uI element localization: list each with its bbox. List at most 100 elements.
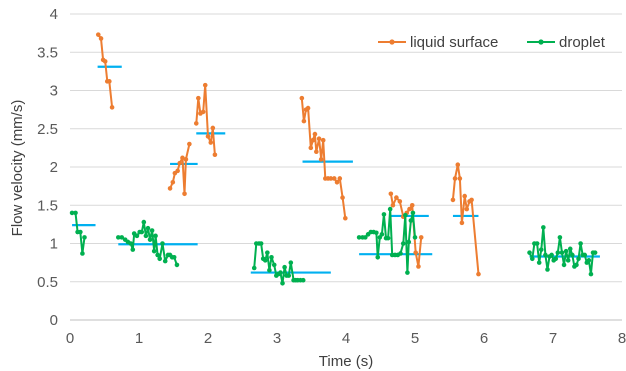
data-point-liquid-surface	[418, 235, 424, 240]
data-point-droplet	[151, 248, 157, 254]
legend-marker-droplet	[538, 39, 544, 45]
data-point-droplet	[536, 260, 542, 265]
data-point-droplet	[282, 264, 287, 270]
data-point-liquid-surface	[308, 145, 314, 151]
data-point-liquid-surface	[452, 176, 458, 181]
axes: 0 0.5 1 1.5 2 2.5 3 3.5 4 0 1 2 3 4 5 6 7 8	[37, 6, 626, 347]
data-point-liquid-surface	[394, 195, 399, 200]
data-point-liquid-surface	[416, 264, 421, 269]
mean-lines	[72, 65, 600, 274]
legend-item-droplet: droplet	[527, 34, 606, 51]
data-point-droplet	[171, 254, 177, 260]
data-point-liquid-surface	[167, 186, 173, 191]
data-point-droplet	[410, 210, 416, 216]
data-point-droplet	[582, 252, 588, 258]
data-point-droplet	[78, 229, 83, 235]
data-point-droplet	[557, 235, 563, 240]
data-point-droplet	[258, 241, 264, 246]
data-point-droplet	[570, 252, 575, 258]
data-point-liquid-surface	[316, 136, 322, 141]
data-point-liquid-surface	[390, 202, 396, 208]
legend-label-liquid-surface: liquid surface	[410, 34, 498, 51]
data-point-liquid-surface	[183, 157, 189, 162]
series	[69, 32, 598, 286]
data-point-droplet	[356, 235, 362, 240]
data-point-droplet	[280, 280, 285, 286]
series-line-liquid-surface	[169, 143, 191, 195]
data-point-liquid-surface	[98, 36, 104, 41]
data-point-droplet	[381, 212, 387, 217]
data-point-droplet	[534, 241, 540, 246]
data-point-liquid-surface	[193, 121, 199, 126]
data-point-droplet	[157, 256, 162, 262]
y-tick-label: 3.5	[37, 44, 58, 61]
series-line-droplet	[359, 208, 416, 274]
data-point-droplet	[559, 250, 565, 255]
data-point-liquid-surface	[320, 137, 326, 143]
data-point-liquid-surface	[177, 160, 183, 166]
data-point-droplet	[374, 230, 379, 236]
data-point-droplet	[73, 210, 78, 216]
legend-marker-liquid-surface	[389, 39, 395, 45]
y-tick-label: 2.5	[37, 121, 58, 138]
x-tick-label: 4	[342, 330, 350, 347]
data-point-liquid-surface	[109, 105, 115, 110]
data-point-droplet	[545, 267, 550, 272]
x-tick-label: 3	[273, 330, 281, 347]
data-point-droplet	[387, 206, 393, 212]
x-axis-title: Time (s)	[319, 353, 373, 370]
data-point-liquid-surface	[331, 176, 337, 181]
y-tick-label: 1	[50, 236, 58, 253]
data-point-droplet	[398, 251, 403, 256]
data-point-liquid-surface	[312, 131, 318, 137]
data-point-liquid-surface	[182, 191, 187, 197]
data-point-liquid-surface	[334, 180, 340, 185]
series-line-liquid-surface	[300, 98, 347, 219]
data-point-droplet	[561, 262, 567, 268]
data-point-liquid-surface	[328, 176, 334, 181]
data-point-droplet	[553, 256, 559, 262]
data-point-droplet	[412, 235, 418, 240]
x-tick-label: 2	[204, 330, 212, 347]
data-point-droplet	[543, 252, 548, 258]
x-tick-label: 1	[135, 330, 143, 347]
data-point-droplet	[576, 256, 581, 262]
data-point-droplet	[130, 247, 136, 252]
data-point-droplet	[286, 273, 292, 278]
data-point-droplet	[174, 262, 180, 268]
data-point-droplet	[549, 252, 554, 258]
data-point-liquid-surface	[413, 250, 418, 255]
data-point-liquid-surface	[200, 109, 206, 115]
data-point-droplet	[82, 235, 87, 240]
data-point-droplet	[143, 233, 149, 239]
data-point-droplet	[141, 219, 147, 225]
data-point-droplet	[363, 235, 368, 240]
data-point-droplet	[574, 262, 579, 268]
data-point-liquid-surface	[459, 220, 465, 226]
data-point-liquid-surface	[314, 149, 319, 154]
data-point-droplet	[271, 262, 277, 268]
data-point-droplet	[128, 241, 134, 246]
data-point-droplet	[408, 218, 414, 223]
data-point-droplet	[139, 229, 145, 235]
y-tick-label: 4	[50, 6, 58, 23]
data-point-liquid-surface	[464, 206, 470, 212]
data-point-droplet	[153, 233, 158, 239]
data-point-droplet	[406, 239, 412, 245]
data-point-droplet	[578, 241, 583, 246]
x-tick-label: 5	[411, 330, 419, 347]
data-point-liquid-surface	[397, 199, 403, 204]
data-point-droplet	[160, 241, 165, 246]
data-point-liquid-surface	[210, 125, 216, 131]
data-point-liquid-surface	[409, 202, 415, 208]
data-point-droplet	[288, 260, 294, 265]
y-tick-label: 3	[50, 83, 58, 100]
data-point-droplet	[586, 258, 592, 263]
data-point-liquid-surface	[205, 134, 211, 139]
data-point-liquid-surface	[469, 197, 474, 203]
data-point-droplet	[405, 270, 410, 275]
data-point-droplet	[567, 246, 573, 252]
y-tick-label: 1.5	[37, 197, 58, 214]
data-point-liquid-surface	[212, 152, 218, 158]
series-line-liquid-surface	[451, 163, 480, 275]
